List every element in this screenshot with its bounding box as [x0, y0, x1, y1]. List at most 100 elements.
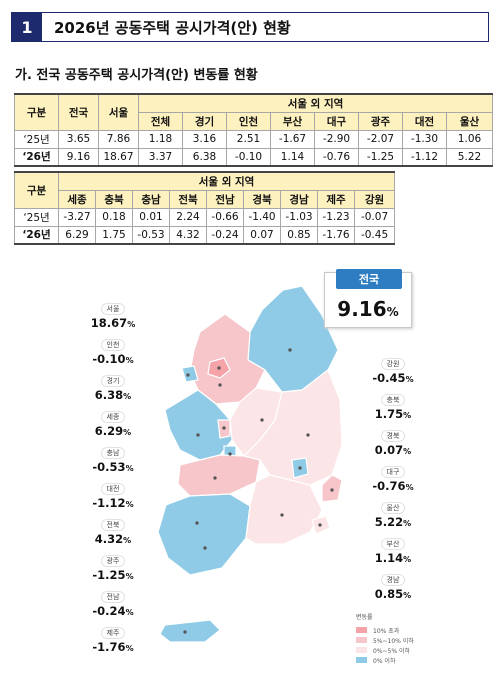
region-name: 세종	[100, 411, 126, 423]
legend-swatch	[356, 637, 367, 643]
region-value-unit: %	[403, 555, 412, 564]
region-value-number: 18.67	[90, 316, 128, 330]
table-cell: 1.18	[138, 129, 183, 149]
region-value-number: -1.25	[92, 568, 126, 582]
region-name: 인천	[100, 339, 126, 351]
region-value-unit: %	[125, 644, 134, 653]
map-region-incheon	[181, 365, 199, 383]
region-callout: 경북 0.07%	[362, 423, 424, 457]
legend-title: 변동률	[356, 614, 373, 621]
col-subheader: 부산	[270, 111, 315, 131]
table-cell: 1.06	[446, 129, 493, 149]
table-row: ‘25년 -3.27 0.18 0.01 2.24 -0.66 -1.40 -1.03 -1.2…	[14, 207, 396, 227]
col-subheader: 전체	[138, 111, 183, 131]
region-value: 0.85%	[362, 587, 424, 601]
region-callout: 강원 -0.45%	[362, 351, 424, 385]
col-subheader: 경남	[280, 189, 318, 209]
region-value-unit: %	[403, 447, 412, 456]
col-subheader: 세종	[58, 189, 96, 209]
region-value-unit: %	[403, 591, 412, 600]
national-value-unit: %	[386, 305, 399, 319]
national-tag: 전국	[336, 269, 402, 289]
region-value-unit: %	[123, 392, 132, 401]
region-callout: 충북 1.75%	[362, 387, 424, 421]
col-header-label: 구분	[14, 93, 59, 131]
region-callout: 세종 6.29%	[82, 404, 144, 438]
region-name: 광주	[100, 555, 126, 567]
table-row: ‘25년 3.65 7.86 1.18 3.16 2.51 -1.67 -2.90 -2.07-…	[14, 129, 493, 149]
region-value: 6.38%	[82, 388, 144, 402]
region-name: 경기	[100, 375, 126, 387]
region-value-unit: %	[125, 500, 134, 509]
region-value-unit: %	[123, 428, 132, 437]
table-cell: -0.45	[353, 225, 396, 245]
region-value-number: 6.38	[94, 388, 124, 402]
col-subheader: 제주	[317, 189, 355, 209]
region-value: 1.14%	[362, 551, 424, 565]
map-region-gyeongnam	[245, 474, 323, 545]
table-cell: 1.75	[95, 225, 133, 245]
map-region-jeju	[159, 619, 221, 643]
region-value: -0.76%	[362, 479, 424, 493]
region-name: 충남	[100, 447, 126, 459]
region-value-unit: %	[403, 519, 412, 528]
region-name: 대구	[380, 466, 406, 478]
region-value: -1.76%	[82, 640, 144, 654]
row-label: ‘26년	[14, 225, 59, 245]
region-value: 18.67%	[82, 316, 144, 330]
row-label: ‘25년	[14, 129, 59, 149]
col-group-header: 서울 외 지역	[138, 93, 493, 113]
table-cell: 2.24	[169, 207, 207, 227]
region-callout: 전남 -0.24%	[82, 584, 144, 618]
region-value-number: 1.75	[374, 407, 404, 421]
section-number: 1	[12, 13, 42, 41]
table-row: ‘26년 9.16 18.67 3.37 6.38 -0.10 1.14 -0.76 -1.25…	[14, 147, 493, 167]
region-callout: 서울 18.67%	[82, 296, 144, 330]
region-value: 4.32%	[82, 532, 144, 546]
region-value-number: 5.22	[374, 515, 404, 529]
region-callout: 대전 -1.12%	[82, 476, 144, 510]
legend-label: 5%~10% 이하	[373, 637, 414, 645]
map-legend: 변동률 10% 초과 5%~10% 이하 0%~5% 이하 0% 이하	[356, 612, 456, 665]
table-cell: 0.07	[243, 225, 281, 245]
table-cell: 9.16	[58, 147, 99, 167]
table-cell: 2.51	[226, 129, 271, 149]
legend-label: 10% 초과	[373, 627, 400, 635]
region-value-number: 1.14	[374, 551, 404, 565]
map-region-jeonbuk	[177, 454, 261, 497]
row-label: ‘25년	[14, 207, 59, 227]
section-header: 1 2026년 공동주택 공시가격(안) 현황	[11, 12, 489, 42]
table-cell: -2.90	[314, 129, 359, 149]
table-cell: -0.24	[206, 225, 244, 245]
table-cell: -0.53	[132, 225, 170, 245]
region-value-unit: %	[403, 411, 412, 420]
region-name: 대전	[100, 483, 126, 495]
table-cell: 6.38	[182, 147, 227, 167]
region-value: 6.29%	[82, 424, 144, 438]
col-subheader: 경기	[182, 111, 227, 131]
table-cell: 3.37	[138, 147, 183, 167]
region-value: -0.45%	[362, 371, 424, 385]
table-cell: 0.18	[95, 207, 133, 227]
legend-item: 0%~5% 이하	[356, 645, 456, 655]
region-name: 서울	[100, 303, 126, 315]
region-name: 충북	[380, 394, 406, 406]
table-cell: -0.76	[314, 147, 359, 167]
table-cell: 0.01	[132, 207, 170, 227]
table-row: ‘26년 6.29 1.75 -0.53 4.32 -0.24 0.07 0.85 -1.76-…	[14, 225, 396, 245]
legend-swatch	[356, 657, 367, 663]
region-value-number: -0.24	[92, 604, 126, 618]
region-value-unit: %	[127, 320, 136, 329]
table-cell: 3.65	[58, 129, 99, 149]
region-callout: 인천 -0.10%	[82, 332, 144, 366]
region-value-number: -0.45	[372, 371, 406, 385]
row-label: ‘26년	[14, 147, 59, 167]
region-name: 부산	[380, 538, 406, 550]
national-value: 9.16%	[324, 297, 412, 321]
col-subheader: 대구	[314, 111, 359, 131]
region-value: 5.22%	[362, 515, 424, 529]
region-value-number: -1.76	[92, 640, 126, 654]
region-value: -0.10%	[82, 352, 144, 366]
table-cell: -1.12	[402, 147, 447, 167]
region-callout: 전북 4.32%	[82, 512, 144, 546]
